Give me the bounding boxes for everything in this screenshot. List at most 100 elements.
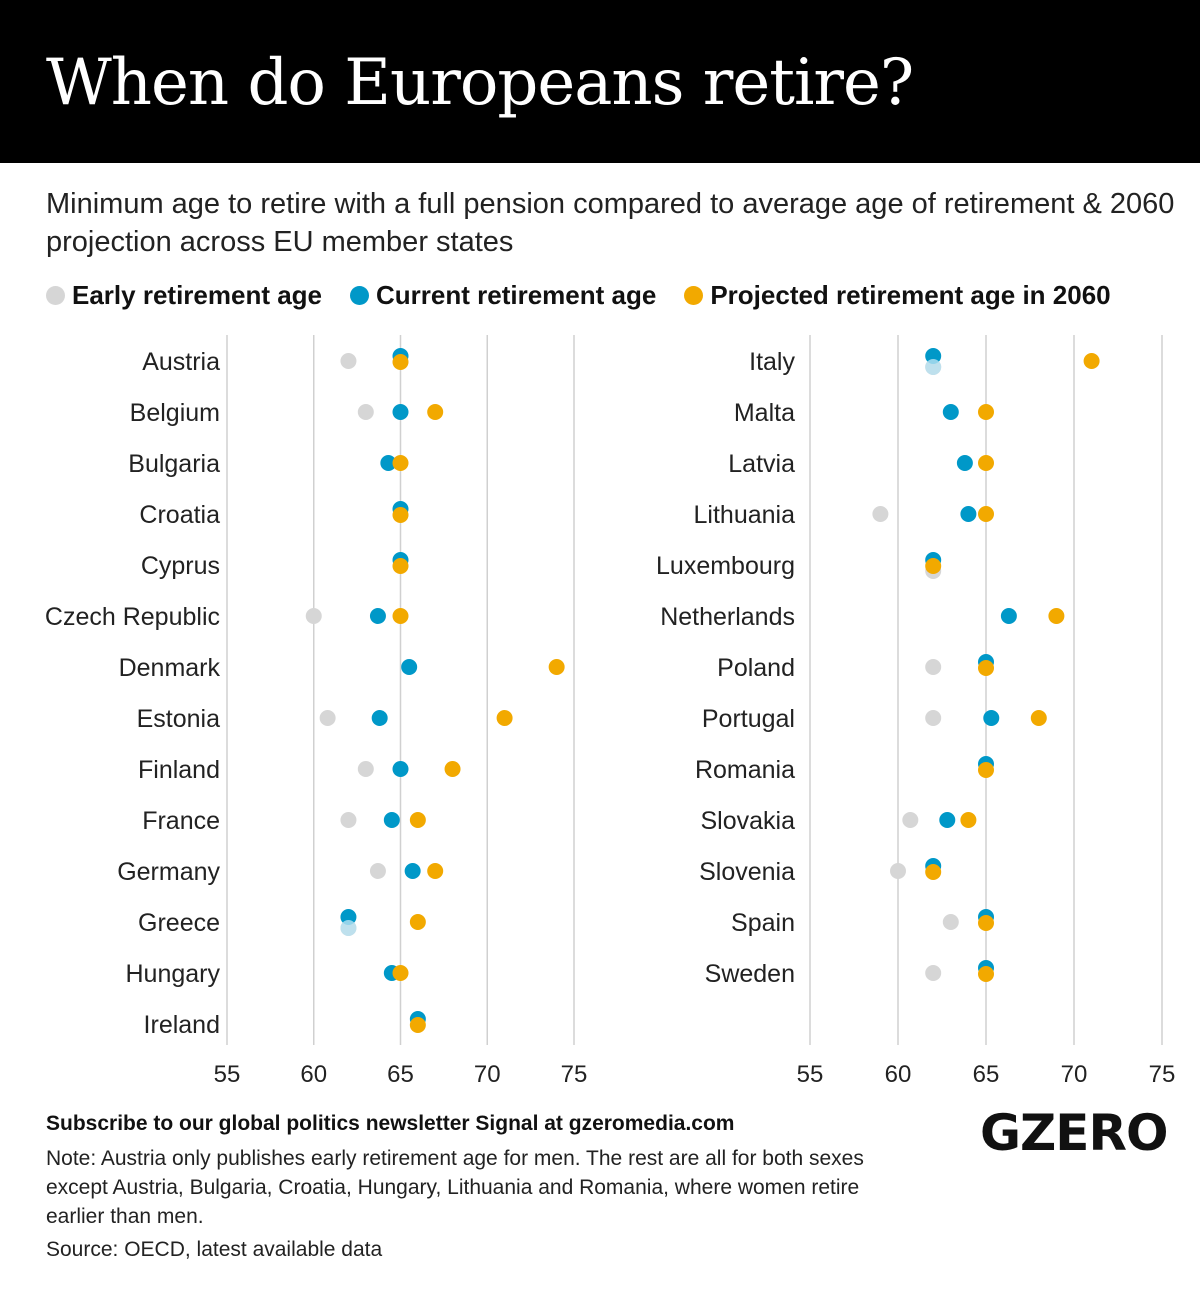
projected-dot bbox=[1083, 353, 1100, 369]
category-label: Cyprus bbox=[141, 552, 220, 580]
dot-charts: 55 60 65 70 75 Austria Belgium Bulgaria Croatia C… bbox=[45, 335, 1176, 1088]
category-label: Denmark bbox=[119, 654, 221, 682]
projected-dot bbox=[392, 965, 409, 981]
projected-dot bbox=[392, 558, 409, 574]
projected-dot bbox=[1048, 608, 1065, 624]
legend-projected-dot bbox=[684, 286, 704, 305]
projected-dot bbox=[978, 915, 994, 931]
current-dot bbox=[383, 812, 400, 828]
early-dot bbox=[902, 812, 919, 828]
current-dot bbox=[369, 608, 386, 624]
legend-early: Early retirement age bbox=[46, 280, 322, 311]
legend-early-label: Early retirement age bbox=[72, 280, 323, 310]
category-label: Latvia bbox=[728, 450, 795, 478]
category-label: Czech Republic bbox=[45, 603, 220, 631]
projected-dot bbox=[409, 812, 426, 828]
category-label: Croatia bbox=[139, 501, 220, 529]
x-tick-label: 65 bbox=[973, 1061, 1000, 1088]
category-label: Bulgaria bbox=[128, 450, 220, 478]
x-tick-label: 60 bbox=[300, 1061, 327, 1088]
category-label: Finland bbox=[138, 756, 220, 784]
projected-dot bbox=[427, 404, 444, 420]
projected-dot bbox=[978, 404, 994, 420]
early-dot bbox=[357, 761, 374, 777]
early-overlap-dot bbox=[340, 920, 357, 936]
legend-current-label: Current retirement age bbox=[376, 280, 657, 310]
early-dot bbox=[357, 404, 374, 420]
category-label: Sweden bbox=[705, 960, 795, 988]
category-label: Lithuania bbox=[694, 501, 796, 529]
current-dot bbox=[401, 659, 418, 675]
projected-dot bbox=[444, 761, 461, 777]
category-label: Romania bbox=[695, 756, 795, 784]
category-label: Greece bbox=[138, 909, 220, 937]
current-dot bbox=[1000, 608, 1017, 624]
category-label: Germany bbox=[117, 858, 220, 886]
category-label: Poland bbox=[717, 654, 795, 682]
early-overlap-dot bbox=[925, 359, 942, 375]
subscribe-text: Subscribe to our global politics newslet… bbox=[46, 1112, 735, 1135]
projected-dot bbox=[978, 506, 994, 522]
projected-dot bbox=[392, 608, 409, 624]
early-dot bbox=[942, 914, 959, 930]
gzero-logo: GZERO bbox=[980, 1104, 1168, 1162]
category-label: Slovakia bbox=[701, 807, 796, 835]
current-dot bbox=[983, 710, 1000, 726]
projected-dot bbox=[392, 507, 409, 523]
x-tick-label: 75 bbox=[561, 1061, 588, 1088]
projected-dot bbox=[960, 812, 977, 828]
early-dot bbox=[305, 608, 322, 624]
projected-dot bbox=[978, 966, 994, 982]
early-dot bbox=[925, 710, 942, 726]
early-dot bbox=[872, 506, 889, 522]
early-dot bbox=[340, 812, 357, 828]
projected-dot bbox=[925, 864, 942, 880]
category-label: Slovenia bbox=[699, 858, 795, 886]
source-text: Source: OECD, latest available data bbox=[46, 1238, 383, 1261]
header-bar: When do Europeans retire? bbox=[0, 0, 1200, 163]
current-dot bbox=[404, 863, 421, 879]
current-dot bbox=[956, 455, 973, 471]
x-tick-label: 70 bbox=[1061, 1061, 1088, 1088]
projected-dot bbox=[978, 762, 994, 778]
x-tick-label: 65 bbox=[387, 1061, 414, 1088]
current-dot bbox=[925, 348, 942, 364]
early-dot bbox=[925, 965, 942, 981]
legend-current-dot bbox=[350, 286, 370, 305]
category-label: Estonia bbox=[137, 705, 220, 733]
projected-dot bbox=[978, 455, 994, 471]
category-label: Netherlands bbox=[660, 603, 795, 631]
current-dot bbox=[392, 404, 409, 420]
page-title: When do Europeans retire? bbox=[46, 46, 914, 120]
category-label: Luxembourg bbox=[656, 552, 795, 580]
projected-dot bbox=[409, 914, 426, 930]
category-label: Spain bbox=[731, 909, 795, 937]
early-dot bbox=[319, 710, 336, 726]
category-label: Malta bbox=[734, 399, 795, 427]
category-label: France bbox=[142, 807, 220, 835]
category-label: Ireland bbox=[144, 1011, 220, 1039]
early-dot bbox=[340, 353, 357, 369]
current-dot bbox=[960, 506, 977, 522]
projected-dot bbox=[496, 710, 513, 726]
projected-dot bbox=[925, 558, 942, 574]
x-tick-label: 55 bbox=[214, 1061, 241, 1088]
category-label: Belgium bbox=[130, 399, 220, 427]
subtitle: Minimum age to retire with a full pensio… bbox=[46, 188, 1175, 258]
legend-current: Current retirement age bbox=[350, 280, 656, 311]
x-tick-label: 55 bbox=[797, 1061, 824, 1088]
legend-projected: Projected retirement age in 2060 bbox=[684, 280, 1111, 311]
category-label: Austria bbox=[142, 348, 220, 376]
early-dot bbox=[369, 863, 386, 879]
current-dot bbox=[942, 404, 959, 420]
legend-early-dot bbox=[46, 286, 65, 305]
projected-dot bbox=[427, 863, 444, 879]
projected-dot bbox=[409, 1017, 426, 1033]
category-label: Portugal bbox=[702, 705, 795, 733]
current-dot bbox=[340, 909, 357, 925]
x-tick-label: 70 bbox=[474, 1061, 501, 1088]
projected-dot bbox=[392, 354, 409, 370]
x-tick-label: 75 bbox=[1149, 1061, 1176, 1088]
legend-projected-label: Projected retirement age in 2060 bbox=[710, 280, 1111, 310]
current-dot bbox=[392, 761, 409, 777]
